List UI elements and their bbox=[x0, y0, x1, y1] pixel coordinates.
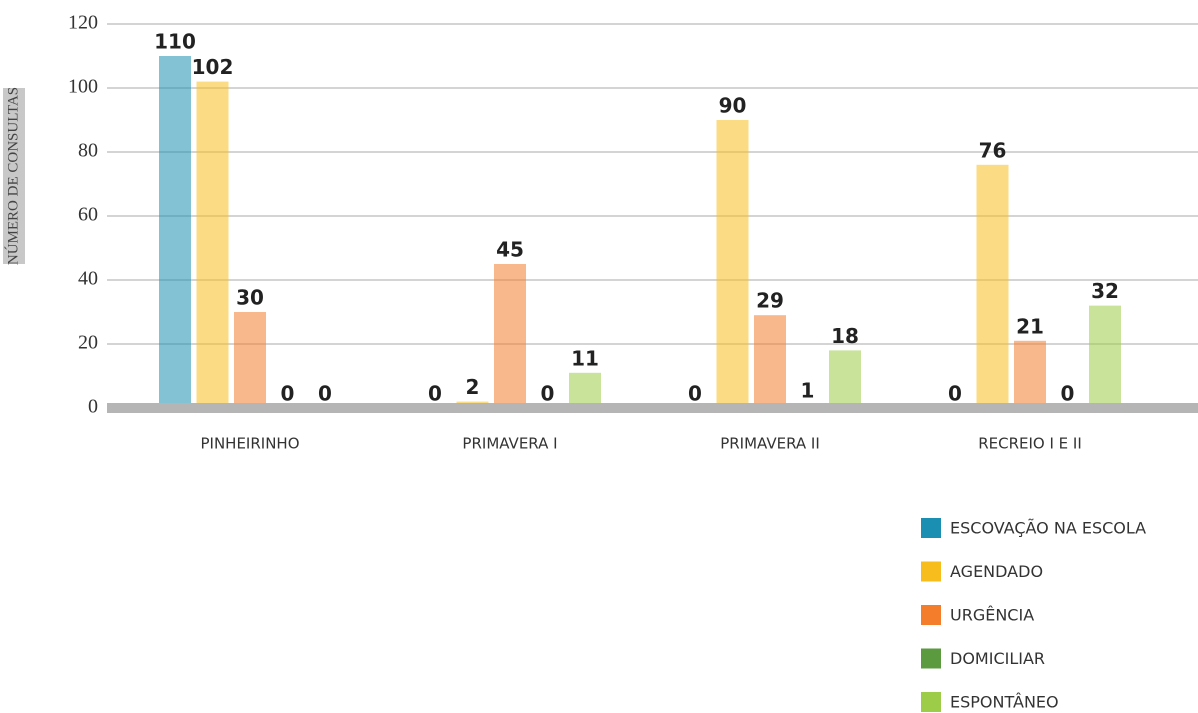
data-label: 0 bbox=[318, 382, 332, 406]
y-axis-label: NÚMERO DE CONSULTAS bbox=[4, 87, 21, 265]
legend-label: DOMICILIAR bbox=[950, 649, 1045, 668]
x-tick-label: PRIMAVERA II bbox=[720, 435, 820, 453]
data-label: 0 bbox=[948, 382, 962, 406]
y-tick-label: 80 bbox=[78, 140, 98, 162]
data-label: 32 bbox=[1091, 279, 1119, 303]
y-tick-label: 40 bbox=[78, 268, 98, 290]
y-tick-label: 0 bbox=[88, 396, 98, 418]
y-tick-label: 100 bbox=[68, 76, 98, 98]
bar bbox=[196, 81, 229, 408]
legend-label: ESPONTÂNEO bbox=[950, 693, 1059, 712]
bar bbox=[1014, 340, 1046, 408]
legend-label: AGENDADO bbox=[950, 562, 1043, 581]
y-label-box bbox=[3, 88, 25, 264]
data-label: 90 bbox=[719, 94, 747, 118]
data-label: 1 bbox=[801, 378, 815, 402]
data-label: 2 bbox=[466, 375, 480, 399]
data-label: 45 bbox=[496, 238, 524, 262]
data-label: 0 bbox=[428, 382, 442, 406]
bar bbox=[754, 315, 786, 408]
data-label: 21 bbox=[1016, 314, 1044, 338]
bar bbox=[159, 56, 191, 408]
baseline bbox=[107, 403, 1198, 413]
x-tick-label: RECREIO I E II bbox=[978, 435, 1082, 453]
data-label: 18 bbox=[831, 324, 859, 348]
data-label: 0 bbox=[688, 382, 702, 406]
data-label: 11 bbox=[571, 346, 599, 370]
data-label: 110 bbox=[154, 30, 196, 54]
data-label: 30 bbox=[236, 286, 264, 310]
bar bbox=[494, 264, 526, 408]
bar bbox=[716, 120, 749, 408]
y-tick-label: 60 bbox=[78, 204, 98, 226]
x-tick-label: PRIMAVERA I bbox=[462, 435, 557, 453]
legend-swatch bbox=[921, 518, 941, 538]
data-label: 29 bbox=[756, 289, 784, 313]
bar bbox=[976, 164, 1009, 408]
y-tick-label: 20 bbox=[78, 332, 98, 354]
data-label: 0 bbox=[281, 382, 295, 406]
legend-swatch bbox=[921, 648, 941, 669]
bar bbox=[829, 350, 861, 408]
x-tick-label: PINHEIRINHO bbox=[200, 435, 299, 453]
legend-label: URGÊNCIA bbox=[950, 606, 1034, 625]
legend-swatch bbox=[921, 605, 941, 625]
data-label: 76 bbox=[979, 138, 1007, 162]
data-label: 0 bbox=[541, 382, 555, 406]
bar bbox=[569, 372, 601, 408]
legend-swatch bbox=[921, 561, 941, 582]
y-tick-label: 120 bbox=[68, 12, 98, 34]
bar bbox=[234, 312, 266, 408]
bar bbox=[1089, 305, 1121, 408]
data-label: 0 bbox=[1061, 382, 1075, 406]
data-label: 102 bbox=[192, 55, 234, 79]
legend-label: ESCOVAÇÃO NA ESCOLA bbox=[950, 519, 1146, 538]
legend-swatch bbox=[921, 692, 941, 712]
